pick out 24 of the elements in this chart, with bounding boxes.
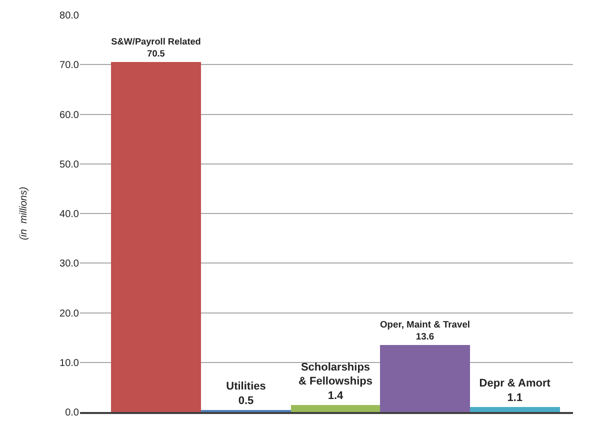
x-tick-label: Depr & Amort — [479, 378, 551, 390]
bar — [291, 405, 380, 412]
bar — [470, 407, 560, 412]
y-tick-label: 20.0 — [60, 308, 80, 320]
y-tick-label: 10.0 — [60, 358, 80, 369]
bar — [111, 62, 201, 412]
y-tick-label: 40.0 — [60, 209, 80, 220]
data-label: 0.5 — [238, 395, 254, 407]
y-tick-label: 50.0 — [60, 159, 80, 170]
data-label: 13.6 — [416, 331, 434, 342]
data-label: 1.4 — [328, 390, 344, 402]
bar — [380, 345, 470, 412]
data-label: 1.1 — [507, 392, 522, 404]
y-tick-label: 30.0 — [60, 258, 80, 270]
y-tick-label: 80.0 — [60, 10, 80, 22]
y-tick-label: 70.0 — [60, 60, 80, 72]
data-label: 70.5 — [147, 48, 165, 59]
x-tick-label: Oper, Maint & Travel — [380, 319, 470, 330]
y-tick-label: 0.0 — [65, 408, 80, 418]
x-tick-label: Scholarships & Fellowships — [298, 361, 372, 388]
y-axis-title: (in millions) — [18, 186, 30, 240]
y-tick-label: 60.0 — [60, 110, 80, 121]
x-tick-label: S&W/Payroll Related — [111, 36, 201, 47]
x-tick-label: Utilities — [226, 380, 266, 393]
